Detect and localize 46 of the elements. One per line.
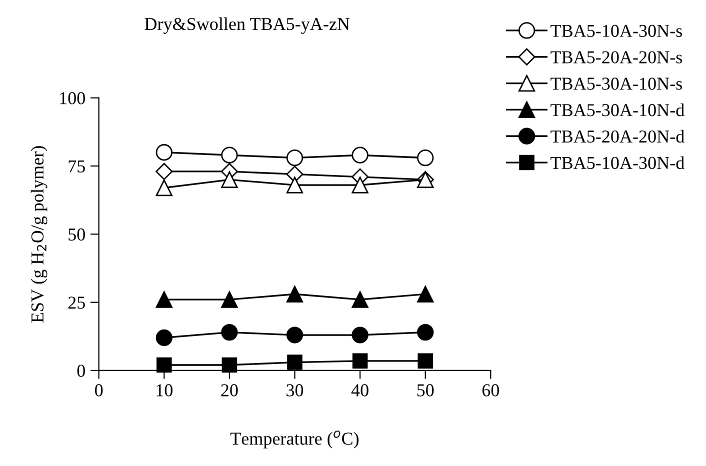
point xyxy=(286,150,304,166)
point xyxy=(352,176,368,194)
y-axis-title: ESV (g H$_{2}$O/g polymer) xyxy=(30,146,48,323)
point xyxy=(156,291,172,308)
point xyxy=(417,150,434,166)
point xyxy=(286,176,304,194)
x-tick-label: 30 xyxy=(286,384,304,396)
point xyxy=(352,146,368,164)
point xyxy=(222,357,238,373)
point xyxy=(352,353,368,369)
y-tick-label: 0 xyxy=(77,364,85,377)
point xyxy=(156,357,172,373)
x-tick-label: 10 xyxy=(156,384,172,396)
point xyxy=(156,329,172,346)
y-tick-label: 50 xyxy=(68,228,85,241)
legend-label: TBA5-20A-20N-s xyxy=(550,51,682,64)
legend-label: TBA5-10A-30N-d xyxy=(550,156,684,170)
y-tick-label: 100 xyxy=(60,92,85,104)
point xyxy=(156,144,172,161)
x-axis-title: Temperature ($^{o}$C) xyxy=(230,430,359,448)
point xyxy=(352,291,368,308)
point xyxy=(286,286,304,302)
chart-title: Dry&Swollen TBA5-yA-zN xyxy=(144,17,350,34)
legend-label: TBA5-30A-10N-d xyxy=(550,104,684,116)
point xyxy=(156,162,173,180)
y-tick-label: 75 xyxy=(68,160,85,172)
point xyxy=(221,171,238,188)
point xyxy=(352,326,368,344)
legend-label: TBA5-20A-20N-d xyxy=(550,130,684,143)
point xyxy=(221,146,238,164)
point xyxy=(418,353,434,369)
point xyxy=(287,354,302,370)
x-tick-label: 50 xyxy=(417,384,434,396)
point xyxy=(221,291,238,308)
legend-label: TBA5-10A-30N-s xyxy=(550,24,682,37)
x-tick-label: 0 xyxy=(95,384,103,396)
point xyxy=(417,286,434,302)
legend-label: TBA5-30A-10N-s xyxy=(550,78,682,90)
y-tick-label: 25 xyxy=(68,296,85,309)
point xyxy=(156,179,172,196)
x-tick-label: 20 xyxy=(221,384,238,396)
point xyxy=(221,324,238,341)
point xyxy=(417,324,434,341)
point xyxy=(286,326,304,344)
x-tick-label: 60 xyxy=(482,384,500,396)
x-tick-label: 40 xyxy=(351,384,368,396)
